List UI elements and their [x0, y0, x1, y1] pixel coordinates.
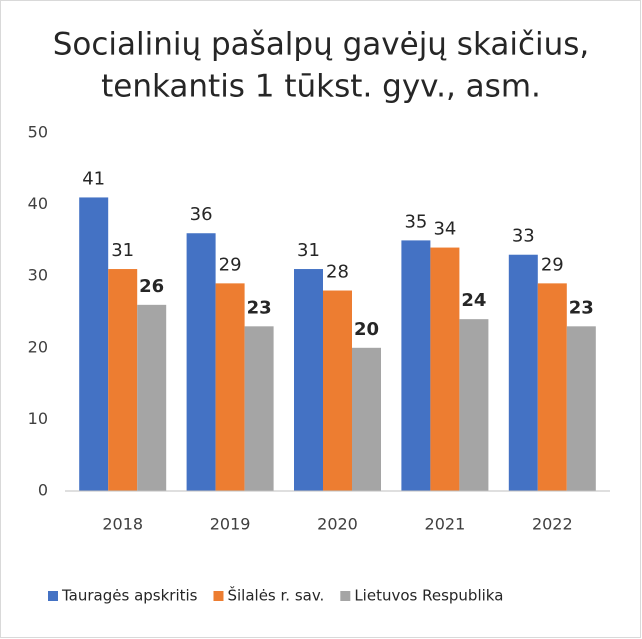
x-tick-label: 2020 — [317, 515, 358, 534]
data-label: 20 — [354, 319, 379, 340]
bar — [137, 304, 167, 491]
y-tick-label: 0 — [38, 481, 48, 500]
bar — [566, 326, 596, 491]
x-tick-label: 2022 — [532, 515, 573, 534]
data-label: 28 — [326, 262, 349, 283]
data-label: 23 — [569, 297, 594, 318]
bar — [79, 197, 109, 491]
legend-swatch — [213, 591, 224, 601]
data-label: 31 — [111, 240, 134, 261]
bar — [352, 347, 381, 491]
legend-label: Tauragės apskritis — [61, 587, 198, 605]
x-tick-label: 2018 — [102, 515, 143, 534]
bar — [537, 283, 567, 491]
bar — [401, 240, 431, 491]
data-label: 29 — [541, 254, 564, 275]
data-label: 29 — [219, 254, 242, 275]
chart-title: tenkantis 1 tūkst. gyv., asm. — [101, 69, 541, 105]
bar — [294, 269, 323, 491]
data-label: 23 — [247, 297, 272, 318]
data-label: 33 — [512, 226, 535, 247]
y-tick-label: 50 — [28, 123, 48, 142]
y-tick-label: 40 — [28, 194, 48, 213]
data-label: 35 — [404, 211, 427, 232]
bar — [459, 319, 489, 491]
legend-label: Lietuvos Respublika — [354, 587, 503, 605]
data-label: 26 — [139, 276, 164, 297]
bar — [215, 283, 245, 491]
legend-swatch — [48, 591, 58, 601]
y-tick-label: 20 — [28, 337, 48, 356]
y-tick-label: 30 — [28, 266, 48, 285]
bar — [323, 290, 352, 491]
data-label: 41 — [82, 168, 105, 189]
bar — [186, 233, 216, 492]
y-tick-label: 10 — [28, 409, 48, 428]
legend-swatch — [340, 591, 351, 601]
x-tick-label: 2019 — [210, 515, 251, 534]
x-tick-label: 2021 — [425, 515, 466, 534]
data-label: 34 — [433, 219, 456, 240]
data-label: 31 — [297, 240, 320, 261]
chart-title: Socialinių pašalpų gavėjų skaičius, — [53, 27, 590, 63]
bar — [430, 247, 460, 491]
bar — [244, 326, 274, 491]
bar — [108, 269, 138, 491]
data-label: 24 — [461, 290, 486, 311]
legend-label: Šilalės r. sav. — [227, 586, 324, 605]
data-label: 36 — [190, 204, 213, 225]
bar — [508, 254, 538, 491]
